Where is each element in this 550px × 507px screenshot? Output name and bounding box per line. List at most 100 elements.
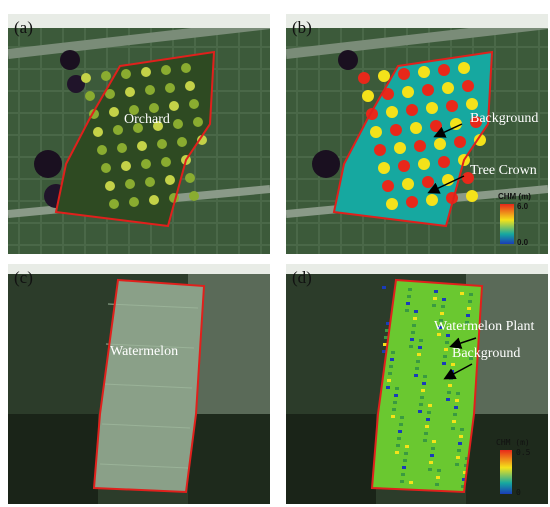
tree-crown-rgb [121,69,131,79]
tree-crown-chm [358,72,370,84]
tree-crown-rgb [85,91,95,101]
tree-crown-rgb [93,127,103,137]
tree-crown-rgb [173,119,183,129]
orchard-chm-boundary [332,50,494,228]
chm-pixel [406,302,410,305]
tree-crown-rgb [185,81,195,91]
tree-crown-rgb [165,83,175,93]
plant-arrow [449,337,477,349]
tree-crown-rgb [137,141,147,151]
tree-crown-chm [422,176,434,188]
tree-crown-rgb [81,73,91,83]
chm-pixel [408,288,412,291]
tree-crown-chm [462,80,474,92]
tree-crown-chm [422,84,434,96]
colorbar-min-b: 0.0 [517,238,529,247]
panel-letter-d: (d) [292,268,312,287]
tree-crown-chm [398,68,410,80]
chm-pixel [400,416,404,419]
tree-crown-chm [470,116,482,128]
tree-crown-label: Tree Crown [470,163,537,178]
chm-pixel [418,410,422,413]
tree-crown-rgb [161,65,171,75]
orchard-chm-image [286,14,548,254]
chm-pixel [388,372,392,375]
tree-crown-rgb [121,161,131,171]
chm-pixel [465,457,469,460]
tree-crown-chm [414,140,426,152]
chm-pixel [443,355,447,358]
tree-crown-rgb [197,135,207,145]
watermelon-chm-boundary [370,278,484,494]
chm-pixel [461,485,465,488]
tree-crown-rgb [125,87,135,97]
chm-pixel [419,403,423,406]
chm-pixel [418,346,422,349]
chm-pixel [395,451,399,454]
tree-crown-rgb [177,137,187,147]
chm-pixel [423,439,427,442]
chm-pixel [392,408,396,411]
orchard-boundary [54,50,216,228]
tree-crown-arrow [427,175,465,194]
tree-crown-chm [402,86,414,98]
tree-crown-chm [438,64,450,76]
tree-crown-rgb [145,85,155,95]
chm-pixel [414,374,418,377]
chm-pixel [460,292,464,295]
chm-pixel [432,304,436,307]
chm-pixel [396,444,400,447]
chm-pixel [446,334,450,337]
tree-crown-chm [462,172,474,184]
chm-pixel [437,469,441,472]
orchard-rgb-image [8,14,270,254]
panel-b-orchard-chm: (b) Background Tree Crown CHM (m) 6.0 0.… [286,14,548,254]
chm-pixel [430,454,434,457]
chm-pixel [435,483,439,486]
tree-crown-rgb [149,103,159,113]
tree-crown-chm [434,138,446,150]
chm-pixel [440,312,444,315]
tree-crown-chm [442,174,454,186]
chm-pixel [420,396,424,399]
chm-pixel [447,391,451,394]
chm-pixel [407,295,411,298]
chm-pixel [416,360,420,363]
chm-pixel [390,358,394,361]
chm-pixel [439,319,443,322]
chm-pixel [411,331,415,334]
colorbar-min-d: 0 [516,488,521,497]
watermelon-colorbar [500,450,512,494]
panel-d-watermelon-chm: (d) Watermelon Plant Background CHM (m) … [286,264,548,504]
background-arrow [433,123,463,138]
chm-pixel [452,420,456,423]
chm-pixel [466,314,470,317]
chm-pixel [422,382,426,385]
chm-pixel [434,290,438,293]
tree-crown-chm [370,126,382,138]
tree-crown-chm [442,82,454,94]
panel-letter-b: (b) [292,18,312,37]
chm-pixel [398,430,402,433]
chm-pixel [414,310,418,313]
tree-crown-rgb [101,163,111,173]
chm-pixel [445,341,449,344]
watermelon-label: Watermelon [110,344,179,359]
tree-crown-chm [430,120,442,132]
tree-crown-rgb [109,107,119,117]
chm-pixel [428,404,432,407]
chm-pixel [389,365,393,368]
chm-pixel [464,464,468,467]
chm-pixel [433,297,437,300]
chm-pixel [456,392,460,395]
chm-pixel [455,399,459,402]
chm-pixel [463,471,467,474]
chm-pixel [413,317,417,320]
tree-crown-rgb [169,101,179,111]
chm-pixel [469,293,473,296]
tree-crown-chm [390,124,402,136]
tree-crown-chm [450,118,462,130]
background-label-d: Background [452,346,521,361]
tree-crown-rgb [117,143,127,153]
tree-crown-chm [386,198,398,210]
